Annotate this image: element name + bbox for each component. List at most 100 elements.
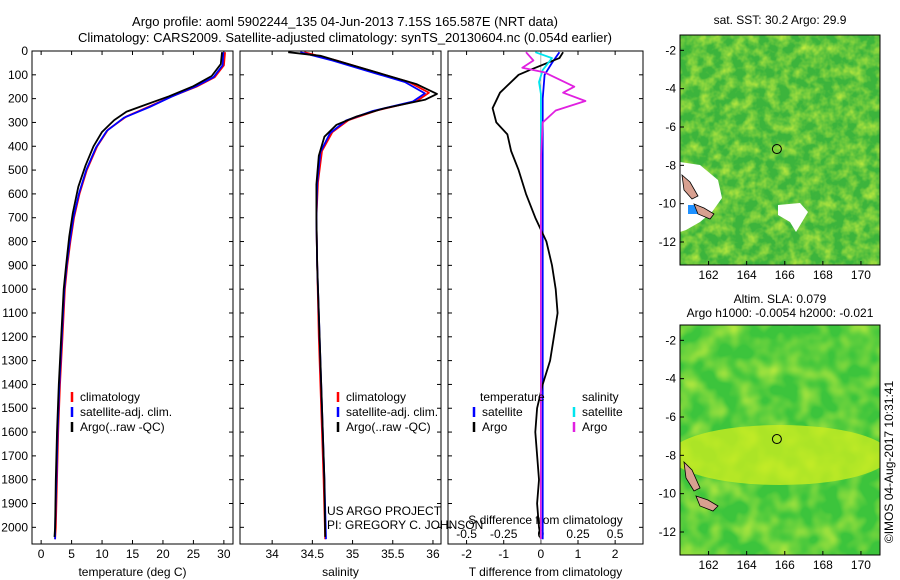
- x-tick-label: -1: [498, 547, 509, 561]
- legend-label-climatology: climatology: [80, 390, 140, 404]
- depth-tick-label: 700: [8, 211, 28, 225]
- depth-tick-label: 1100: [2, 306, 28, 320]
- map-y-tick-label: -12: [659, 235, 677, 249]
- legend-label-satellite: satellite-adj. clim.: [346, 405, 438, 419]
- legend-label-satellite: satellite-adj. clim.: [80, 405, 172, 419]
- difference-legend: temperature satellite Argo salinity sate…: [472, 390, 623, 434]
- s-tick-label: -0.25: [490, 527, 518, 541]
- sla-map-features: [680, 425, 880, 512]
- difference-axis-label: T difference from climatology: [469, 565, 623, 579]
- x-tick-label: 15: [126, 547, 140, 561]
- legend-heading-temperature: temperature: [480, 390, 545, 404]
- x-tick-label: 2: [612, 547, 619, 561]
- salinity-panel: 34 34.5 35 35.5 36 salinity: [239, 50, 442, 579]
- temperature-axis-label: temperature (deg C): [78, 565, 186, 579]
- series-climatology: [304, 51, 430, 540]
- map-y-tick-label: -8: [665, 448, 676, 462]
- sla-map-title: Altim. SLA: 0.079: [734, 292, 827, 306]
- title-line-1: Argo profile: aoml 5902244_135 04-Jun-20…: [132, 14, 558, 29]
- series-argo-raw-qc-: [53, 52, 223, 537]
- sst-map-masked-area: [778, 203, 808, 232]
- map-x-tick-label: 162: [699, 558, 719, 572]
- temperature-panel: 0100200300400500600700800900100011001200…: [1, 44, 234, 579]
- x-tick-label: 1: [575, 547, 582, 561]
- x-tick-label: -2: [461, 547, 472, 561]
- salinity-axis-label: salinity: [322, 565, 359, 579]
- depth-tick-label: 1600: [1, 425, 28, 439]
- x-tick-label: 0: [38, 547, 45, 561]
- map-y-tick-label: -8: [665, 158, 676, 172]
- x-tick-label: 0: [538, 547, 545, 561]
- legend-label-climatology: climatology: [346, 390, 406, 404]
- project-pi: PI: GREGORY C. JOHNSON: [327, 518, 483, 532]
- depth-tick-label: 800: [8, 235, 28, 249]
- legend-label-t-argo: Argo: [482, 420, 508, 434]
- x-tick-label: 10: [95, 547, 109, 561]
- s-tick-label: 0.5: [607, 527, 624, 541]
- sst-map-island: [681, 173, 699, 200]
- depth-tick-label: 1200: [1, 330, 28, 344]
- s-tick-label: 0.25: [566, 527, 590, 541]
- sla-map-high-band: [680, 425, 880, 485]
- depth-tick-label: 200: [8, 92, 28, 106]
- project-name: US ARGO PROJECT: [327, 504, 442, 518]
- legend-heading-salinity: salinity: [582, 390, 619, 404]
- map-x-tick-label: 162: [699, 268, 719, 282]
- sla-map-frame: [679, 324, 881, 556]
- depth-tick-label: 1900: [1, 497, 28, 511]
- salinity-frame: [239, 50, 442, 545]
- map-x-tick-label: 168: [813, 558, 833, 572]
- difference-frame: [447, 50, 644, 545]
- series-satellite-adj-clim-: [54, 52, 225, 540]
- depth-tick-label: 600: [8, 187, 28, 201]
- sst-map-island: [693, 203, 715, 220]
- temperature-frame: [31, 50, 234, 545]
- map-x-tick-label: 164: [737, 268, 757, 282]
- temperature-legend: climatology satellite-adj. clim. Argo(..…: [70, 390, 172, 434]
- sst-map-masked-area: [680, 162, 722, 232]
- depth-tick-label: 1500: [1, 401, 28, 415]
- x-tick-label: 34.5: [301, 547, 325, 561]
- depth-tick-label: 1800: [1, 473, 28, 487]
- map-x-tick-label: 168: [813, 268, 833, 282]
- sst-map-title: sat. SST: 30.2 Argo: 29.9: [714, 13, 847, 27]
- x-tick-label: 35.5: [381, 547, 405, 561]
- x-tick-label: 35: [346, 547, 360, 561]
- depth-tick-label: 0: [21, 44, 28, 58]
- legend-label-s-argo: Argo: [582, 420, 608, 434]
- map-y-tick-label: -4: [665, 372, 676, 386]
- depth-tick-label: 400: [8, 139, 28, 153]
- sla-map-subtitle: Argo h1000: -0.0054 h2000: -0.021: [687, 306, 874, 320]
- map-y-tick-label: -10: [659, 197, 677, 211]
- map-y-tick-label: -6: [665, 120, 676, 134]
- title-line-2: Climatology: CARS2009. Satellite-adjuste…: [78, 30, 612, 45]
- map-y-tick-label: -2: [665, 333, 676, 347]
- series-s-argo: [521, 51, 587, 540]
- legend-label-t-satellite: satellite: [482, 405, 523, 419]
- depth-tick-label: 1400: [1, 377, 28, 391]
- series-climatology: [54, 52, 226, 540]
- map-x-tick-label: 166: [775, 268, 795, 282]
- profile-panels: 0100200300400500600700800900100011001200…: [1, 44, 644, 579]
- depth-tick-label: 100: [8, 68, 28, 82]
- profile-location-marker: [771, 434, 782, 445]
- map-x-tick-label: 170: [851, 268, 871, 282]
- map-x-tick-label: 166: [775, 558, 795, 572]
- sla-map-island: [683, 460, 701, 492]
- series-t-argo: [491, 51, 564, 540]
- difference-panel: -2 -1 0 1 2 S difference from climatology-0.5…: [447, 50, 644, 579]
- legend-label-argo: Argo(..raw -QC): [80, 420, 165, 434]
- x-tick-label: 25: [187, 547, 201, 561]
- depth-tick-label: 1000: [1, 282, 28, 296]
- x-tick-label: 34: [265, 547, 279, 561]
- sst-map-features: [680, 162, 808, 232]
- x-tick-label: 5: [68, 547, 75, 561]
- sla-map-island: [695, 495, 719, 512]
- map-y-tick-label: -4: [665, 82, 676, 96]
- depth-tick-label: 1700: [1, 449, 28, 463]
- s-tick-label: -0.5: [456, 527, 477, 541]
- sst-map-frame: [679, 34, 881, 266]
- series-t-satellite: [541, 51, 561, 540]
- profile-location-marker: [771, 144, 782, 155]
